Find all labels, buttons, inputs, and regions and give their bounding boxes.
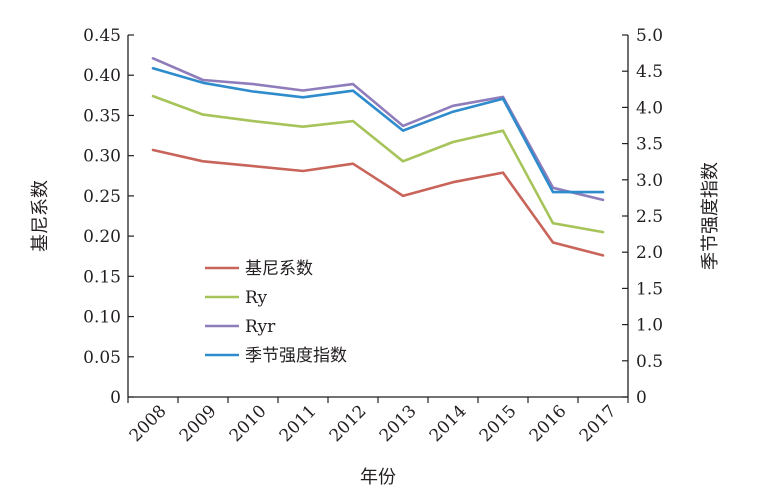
x-tick-label: 2016: [526, 401, 571, 446]
right-y-tick-label: 2.5: [636, 207, 663, 227]
right-y-tick-label: 0.5: [636, 352, 663, 372]
right-y-axis-title: 季节强度指数: [700, 162, 721, 270]
right-y-tick-label: 4.0: [636, 98, 663, 118]
x-tick-label: 2015: [476, 401, 521, 446]
left-y-tick-label: 0.20: [83, 227, 121, 247]
x-tick-label: 2008: [126, 401, 171, 446]
x-tick-label: 2017: [576, 401, 621, 446]
right-y-tick-label: 1.5: [636, 279, 663, 299]
right-y-tick-label: 5.0: [636, 26, 663, 46]
right-y-tick-label: 0: [636, 388, 647, 408]
left-y-tick-label: 0: [110, 388, 121, 408]
left-y-ticks: 0 0.05 0.10 0.15 0.20 0.25 0.30 0.35 0.40 0.45: [83, 26, 134, 408]
legend: 基尼系数 Ry Ryr 季节强度指数: [205, 259, 347, 366]
x-tick-label: 2013: [376, 401, 421, 446]
right-y-ticks: 0 0.5 1.0 1.5 2.0 2.5 3.0 3.5 4.0 4.5 5.0: [622, 26, 663, 408]
legend-label: Ryr: [245, 317, 276, 337]
x-tick-label: 2012: [326, 401, 371, 446]
right-y-tick-label: 4.5: [636, 62, 663, 82]
right-y-tick-label: 2.0: [636, 243, 663, 263]
right-y-tick-label: 3.5: [636, 135, 663, 155]
series-line-2: [151, 56, 605, 202]
series-line-1: [151, 94, 605, 234]
left-y-tick-label: 0.40: [83, 66, 121, 86]
x-tick-label: 2010: [226, 401, 271, 446]
x-tick-label: 2009: [176, 401, 221, 446]
right-y-tick-label: 3.0: [636, 171, 663, 191]
left-y-tick-label: 0.15: [83, 267, 121, 287]
left-y-tick-label: 0.35: [83, 106, 121, 126]
left-y-tick-label: 0.30: [83, 147, 121, 167]
series-lines: [151, 56, 605, 257]
right-y-tick-label: 1.0: [636, 316, 663, 336]
x-ticks: 2008 2009 2010 2011 2012 2013 2014 2015 2016 2017: [126, 397, 629, 446]
left-y-tick-label: 0.45: [83, 26, 121, 46]
legend-label: 基尼系数: [245, 259, 313, 279]
axes: [127, 35, 629, 398]
left-y-tick-label: 0.10: [83, 308, 121, 328]
series-line-0: [151, 148, 605, 257]
left-y-tick-label: 0.05: [83, 348, 121, 368]
left-y-axis-title: 基尼系数: [30, 180, 51, 252]
left-y-tick-label: 0.25: [83, 187, 121, 207]
legend-label: 季节强度指数: [245, 346, 347, 366]
x-tick-label: 2014: [426, 401, 471, 446]
x-tick-label: 2011: [276, 401, 321, 446]
series-line-3: [151, 67, 605, 194]
x-axis-title: 年份: [360, 467, 396, 488]
legend-label: Ry: [245, 288, 268, 308]
